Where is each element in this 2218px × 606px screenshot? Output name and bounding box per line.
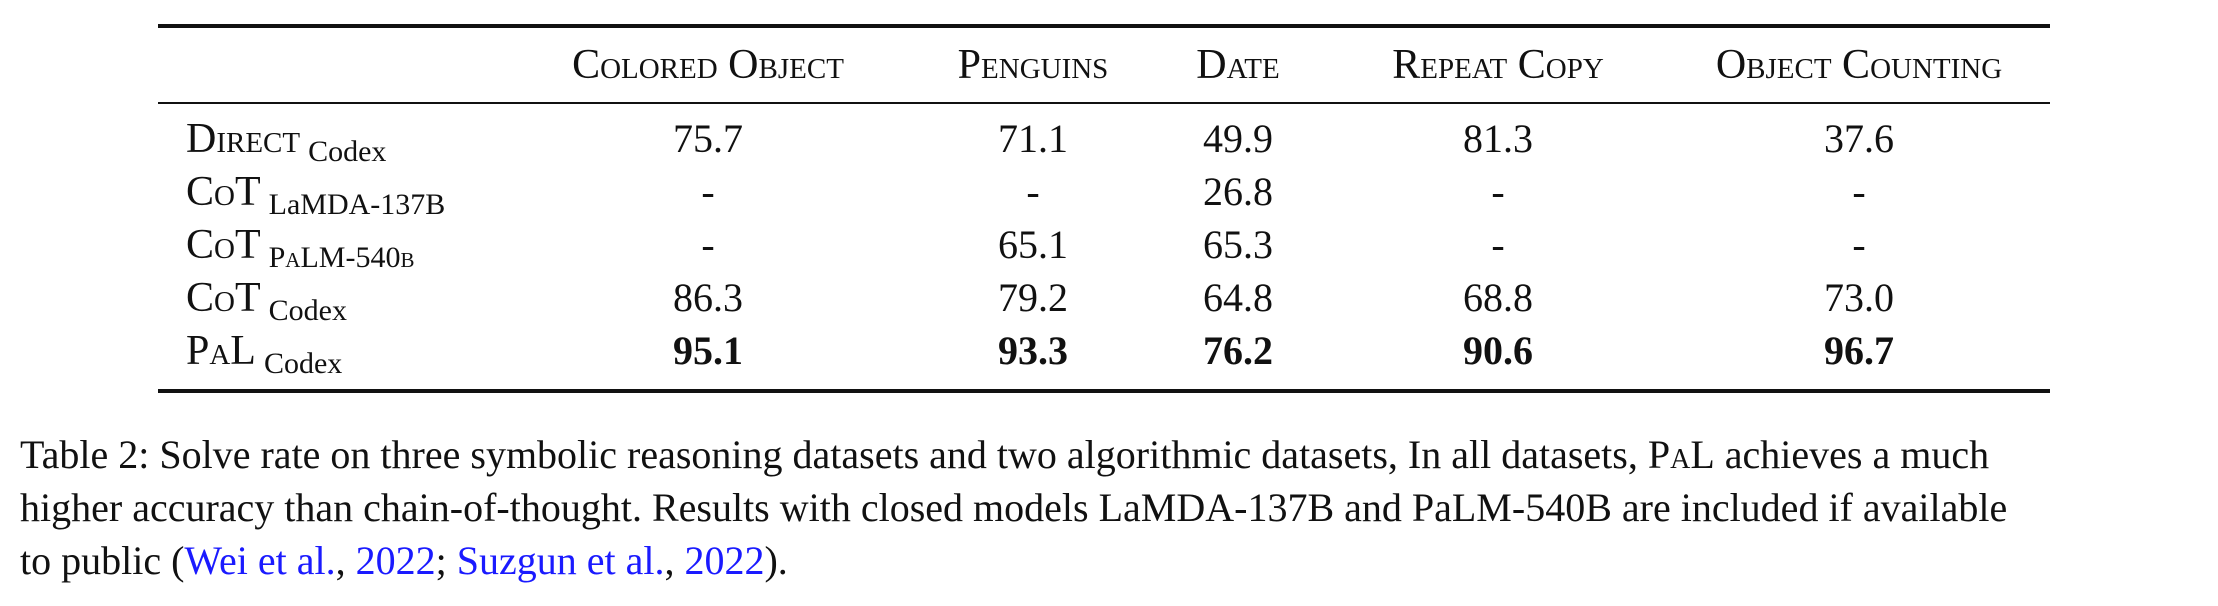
method-cell: PaL Codex [158, 324, 498, 391]
score-cell: 68.8 [1463, 275, 1533, 320]
method-cell: CoT Codex [158, 271, 498, 327]
caption-text: to public ( [20, 538, 185, 583]
table-row: CoT PaLM-540b - 65.1 65.3 - - [158, 218, 2050, 274]
score-cell: - [701, 169, 715, 214]
score-cell: 96.7 [1824, 328, 1894, 373]
method-model-subscript: LaMDA-137B [268, 187, 446, 221]
score-cell: - [1852, 169, 1866, 214]
caption-line-1: Table 2: Solve rate on three symbolic re… [20, 428, 2200, 481]
score-cell: 49.9 [1203, 116, 1273, 161]
table-row: CoT LaMDA-137B - - 26.8 - - [158, 165, 2050, 221]
method-cell: Direct Codex [158, 103, 498, 168]
method-model-subscript: PaLM-540b [268, 240, 415, 274]
method-name: CoT [186, 221, 261, 268]
score-cell: 81.3 [1463, 116, 1533, 161]
method-cell: CoT LaMDA-137B [158, 165, 498, 221]
header-cell-colored-object: Colored Object [572, 42, 844, 88]
table-row: CoT Codex 86.3 79.2 64.8 68.8 73.0 [158, 271, 2050, 327]
caption-text: achieves a much [1714, 432, 1990, 477]
header-cell-date: Date [1196, 42, 1280, 88]
table-header-row: Colored Object Penguins Date Repeat Copy… [158, 26, 2050, 103]
caption-line-2: higher accuracy than chain-of-thought. R… [20, 485, 2008, 530]
citation-link-wei-author[interactable]: Wei et al. [184, 538, 336, 583]
caption-line-3: to public (Wei et al., 2022; Suzgun et a… [20, 534, 2200, 587]
method-cell: CoT PaLM-540b [158, 218, 498, 274]
score-cell: - [1491, 169, 1505, 214]
score-cell: 75.7 [673, 116, 743, 161]
table-body: Direct Codex 75.7 71.1 49.9 81.3 37.6 CoT LaMDA-… [158, 103, 2050, 391]
score-cell: - [1491, 222, 1505, 267]
score-cell: 95.1 [673, 328, 743, 373]
score-cell: 65.3 [1203, 222, 1273, 267]
header-cell-object-counting: Object Counting [1715, 42, 2003, 88]
results-table: Colored Object Penguins Date Repeat Copy… [158, 24, 2050, 393]
results-table-container: Colored Object Penguins Date Repeat Copy… [158, 24, 2050, 393]
caption-text: ). [764, 538, 788, 583]
citation-link-wei-year[interactable]: 2022 [355, 538, 436, 583]
method-model-subscript: Codex [308, 134, 387, 168]
caption-method-name: PaL [1647, 432, 1715, 477]
header-cell-method [158, 26, 498, 103]
score-cell: 64.8 [1203, 275, 1273, 320]
table-row: PaL Codex 95.1 93.3 76.2 90.6 96.7 [158, 324, 2050, 391]
caption-text: , [335, 538, 356, 583]
score-cell: 76.2 [1203, 328, 1273, 373]
citation-link-suzgun-author[interactable]: Suzgun et al. [456, 538, 665, 583]
score-cell: 86.3 [673, 275, 743, 320]
score-cell: - [1026, 169, 1040, 214]
method-name: Direct [186, 115, 301, 162]
caption-text: ; [435, 538, 457, 583]
citation-link-suzgun-year[interactable]: 2022 [684, 538, 765, 583]
score-cell: 71.1 [998, 116, 1068, 161]
method-model-subscript: Codex [263, 346, 343, 380]
score-cell: 90.6 [1463, 328, 1533, 373]
score-cell: - [1852, 222, 1866, 267]
header-cell-penguins: Penguins [957, 42, 1109, 88]
score-cell: 79.2 [998, 275, 1068, 320]
method-name: CoT [186, 168, 261, 215]
table-caption: Table 2: Solve rate on three symbolic re… [20, 428, 2200, 587]
table-row: Direct Codex 75.7 71.1 49.9 81.3 37.6 [158, 103, 2050, 168]
method-model-subscript: Codex [268, 293, 347, 327]
caption-text: Table 2: Solve rate on three symbolic re… [20, 432, 1648, 477]
method-name: PaL [186, 327, 256, 374]
header-cell-repeat-copy: Repeat Copy [1392, 42, 1604, 88]
score-cell: 37.6 [1824, 116, 1894, 161]
score-cell: 26.8 [1203, 169, 1273, 214]
score-cell: 73.0 [1824, 275, 1894, 320]
score-cell: 65.1 [998, 222, 1068, 267]
method-name: CoT [186, 274, 261, 321]
score-cell: - [701, 222, 715, 267]
caption-text: , [664, 538, 685, 583]
score-cell: 93.3 [998, 328, 1068, 373]
